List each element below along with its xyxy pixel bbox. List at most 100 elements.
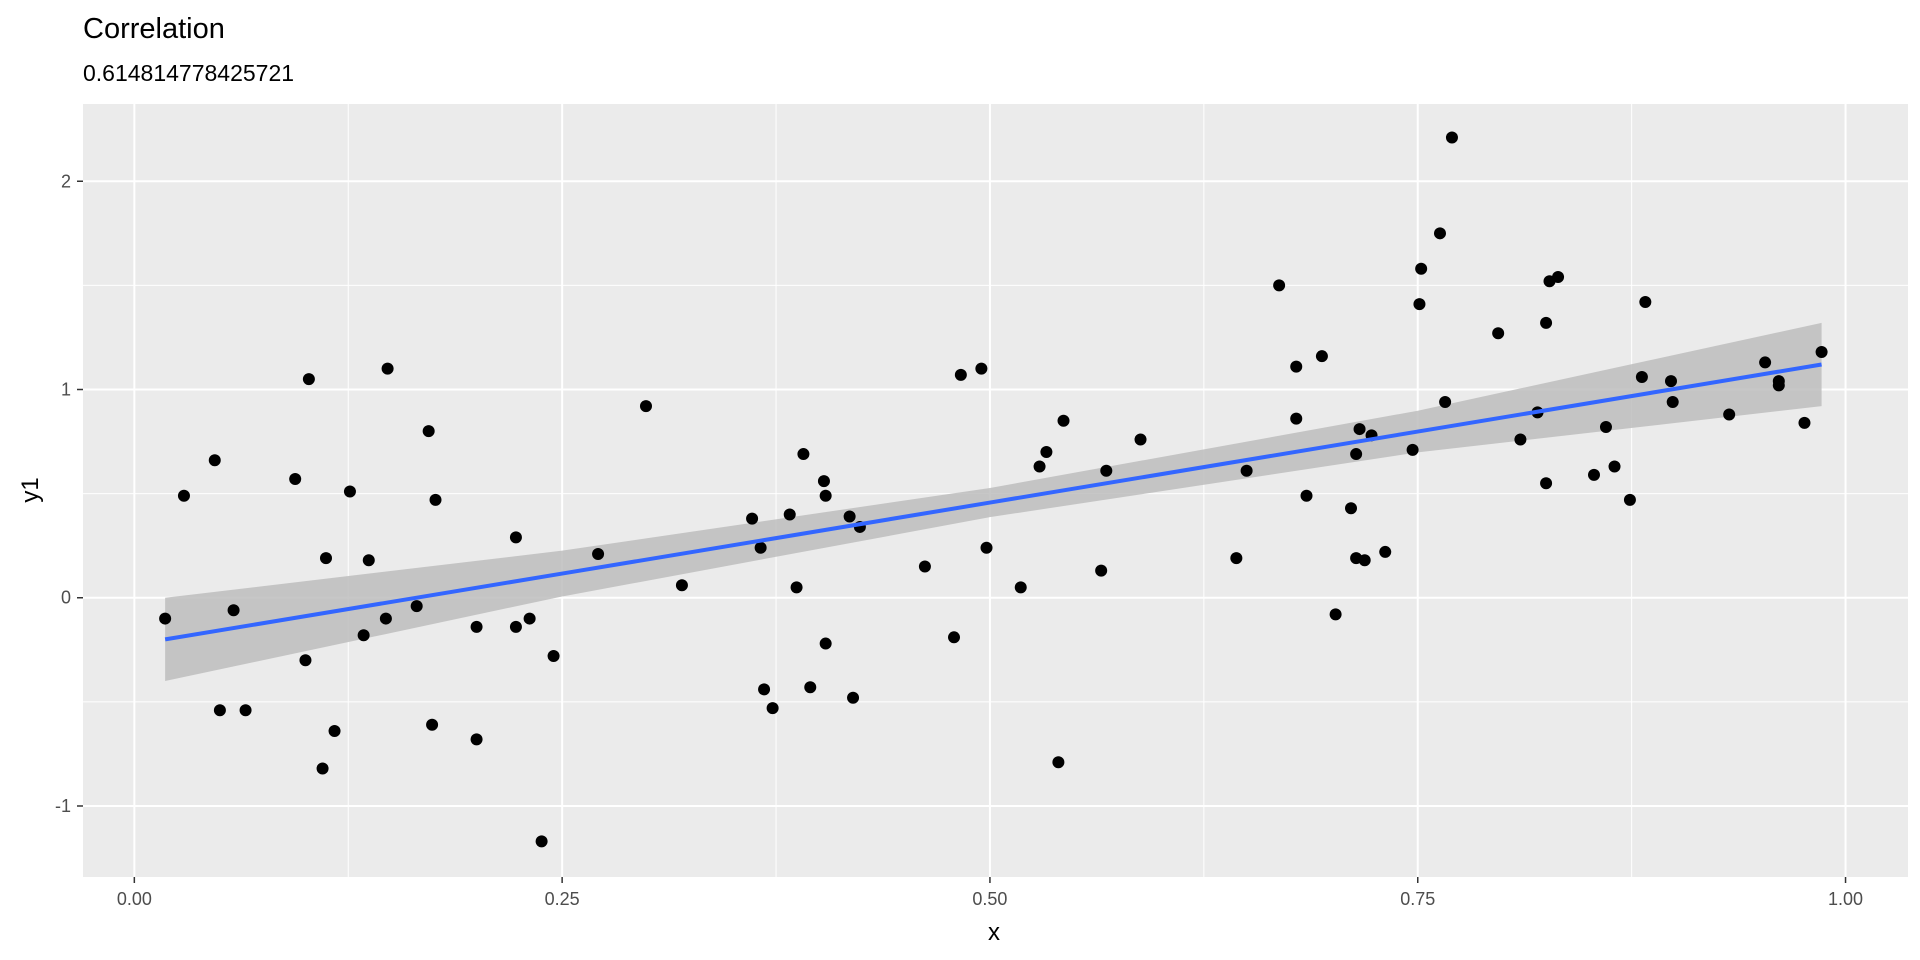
x-tick-label: 0.75: [1400, 889, 1435, 909]
point: [592, 548, 605, 561]
point: [362, 554, 375, 567]
point: [1406, 443, 1419, 456]
point: [1300, 489, 1313, 502]
point: [1100, 464, 1113, 477]
point: [213, 704, 226, 717]
point: [177, 489, 190, 502]
point: [429, 493, 442, 506]
point: [1666, 395, 1679, 408]
point: [1540, 477, 1553, 490]
point: [954, 368, 967, 381]
point: [639, 400, 652, 413]
point: [843, 510, 856, 523]
point: [1358, 554, 1371, 567]
point: [1315, 350, 1328, 363]
point: [1290, 360, 1303, 373]
point: [1433, 227, 1446, 240]
point: [1587, 468, 1600, 481]
point: [766, 702, 779, 715]
point: [918, 560, 931, 573]
point: [1552, 271, 1565, 284]
point: [1798, 416, 1811, 429]
point: [227, 604, 240, 617]
chart-subtitle: 0.614814778425721: [83, 60, 294, 86]
point: [804, 681, 817, 694]
point: [1439, 395, 1452, 408]
point: [1273, 279, 1286, 292]
point: [1759, 356, 1772, 369]
point: [1540, 316, 1553, 329]
point: [470, 620, 483, 633]
point: [1057, 414, 1070, 427]
point: [208, 454, 221, 467]
point: [1033, 460, 1046, 473]
point: [1415, 262, 1428, 275]
x-tick-label: 1.00: [1828, 889, 1863, 909]
point: [1329, 608, 1342, 621]
point: [1723, 408, 1736, 421]
x-axis-label: x: [988, 919, 1000, 946]
point: [783, 508, 796, 521]
y-tick-label: -1: [55, 796, 71, 816]
y-tick-label: 1: [61, 380, 71, 400]
point: [790, 581, 803, 594]
point: [379, 612, 392, 625]
point: [1772, 379, 1785, 392]
point: [1445, 131, 1458, 144]
point: [1014, 581, 1027, 594]
point: [1230, 552, 1243, 565]
point: [289, 473, 302, 486]
point: [797, 448, 810, 461]
point: [948, 631, 961, 644]
point: [328, 725, 341, 738]
point: [535, 835, 548, 848]
point: [159, 612, 172, 625]
point: [316, 762, 329, 775]
point: [758, 683, 771, 696]
point: [426, 718, 439, 731]
point: [381, 362, 394, 375]
y-axis-label: y1: [17, 477, 44, 502]
point: [1599, 420, 1612, 433]
point: [1413, 298, 1426, 311]
point: [319, 552, 332, 565]
point: [343, 485, 356, 498]
point: [547, 650, 560, 663]
point: [1052, 756, 1065, 769]
point: [1240, 464, 1253, 477]
point: [1639, 296, 1652, 309]
point: [817, 475, 830, 488]
point: [819, 637, 832, 650]
point: [1608, 460, 1621, 473]
point: [1350, 448, 1363, 461]
chart-title: Correlation: [83, 13, 225, 45]
y-tick-label: 2: [61, 171, 71, 191]
point: [357, 629, 370, 642]
point: [1134, 433, 1147, 446]
point: [1095, 564, 1108, 577]
point: [819, 489, 832, 502]
point: [239, 704, 252, 717]
point: [746, 512, 759, 525]
point: [847, 691, 860, 704]
point: [1815, 346, 1828, 359]
point: [470, 733, 483, 746]
x-tick-label: 0.25: [545, 889, 580, 909]
point: [1664, 375, 1677, 388]
point: [1492, 327, 1505, 340]
x-tick-label: 0.00: [117, 889, 152, 909]
point: [1514, 433, 1527, 446]
x-tick-label: 0.50: [972, 889, 1007, 909]
point: [509, 531, 522, 544]
point: [1290, 412, 1303, 425]
point: [299, 654, 312, 667]
point: [1635, 371, 1648, 384]
point: [1623, 493, 1636, 506]
point: [980, 541, 993, 554]
y-tick-label: 0: [61, 588, 71, 608]
point: [523, 612, 536, 625]
point: [422, 425, 435, 438]
point: [302, 373, 315, 386]
point: [509, 620, 522, 633]
